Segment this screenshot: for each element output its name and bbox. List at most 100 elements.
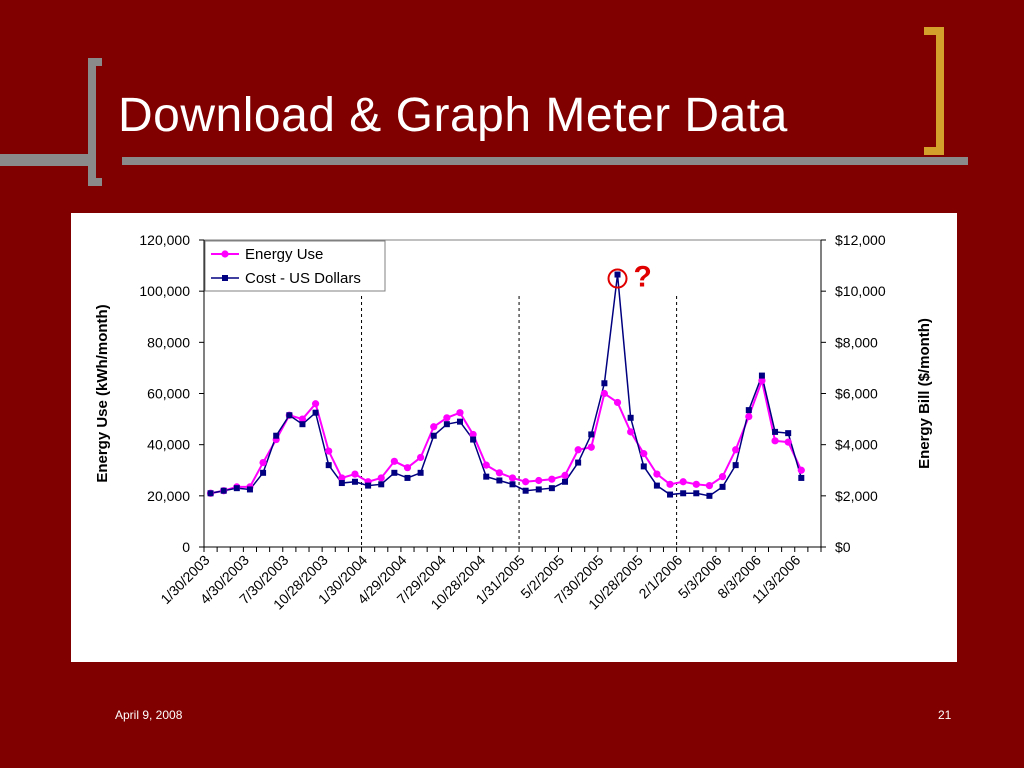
energy-use-line	[210, 377, 803, 495]
left-axis-tick-label: 40,000	[147, 437, 190, 453]
cost-point	[246, 486, 253, 493]
right-axis-tick-label: $10,000	[835, 283, 886, 299]
legend-cost-marker	[222, 275, 228, 281]
title-underline-left	[0, 154, 96, 166]
cost-point	[798, 474, 805, 481]
energy-use-point	[732, 446, 740, 454]
cost-point	[207, 490, 214, 497]
energy-use-point	[797, 466, 805, 474]
energy-use-point	[508, 474, 517, 482]
meter-data-chart: 0 20,000 40,000 60,000 80,000 100,000 120,000 $…	[94, 232, 933, 613]
cost-point	[325, 462, 332, 469]
cost-point	[667, 491, 674, 498]
energy-use-point	[298, 415, 307, 423]
cost-point	[286, 412, 293, 419]
cost-point	[732, 462, 739, 469]
cost-point	[614, 271, 621, 278]
energy-use-point	[535, 476, 543, 485]
energy-use-point	[377, 474, 385, 482]
energy-use-point	[784, 438, 792, 446]
cost-point	[535, 486, 542, 493]
energy-use-point	[718, 473, 727, 481]
cost-point	[430, 432, 437, 439]
cost-point	[562, 478, 569, 485]
energy-use-point	[587, 443, 595, 451]
cost-point	[338, 480, 345, 487]
energy-use-point	[311, 400, 320, 408]
energy-use-point	[522, 478, 530, 486]
energy-use-point	[443, 414, 451, 422]
cost-point	[220, 487, 227, 494]
energy-use-point	[482, 461, 490, 469]
right-axis-title: Energy Bill ($/month)	[916, 318, 933, 469]
energy-use-point	[771, 437, 779, 445]
cost-point	[522, 487, 529, 494]
energy-use-point	[653, 470, 661, 478]
energy-use-point	[325, 447, 333, 455]
energy-use-point	[403, 464, 412, 472]
left-axis-tick-label: 100,000	[139, 283, 190, 299]
legend-energy-use-marker	[221, 250, 229, 258]
left-axis-tick-label: 20,000	[147, 488, 190, 504]
cost-point	[745, 407, 752, 414]
cost-point	[719, 483, 726, 490]
energy-use-point	[613, 398, 622, 407]
energy-use-point	[259, 458, 267, 467]
cost-point	[417, 469, 424, 476]
energy-use-point	[692, 480, 700, 488]
left-bracket-decoration	[88, 58, 102, 186]
energy-use-point	[390, 457, 398, 465]
energy-use-point	[417, 453, 425, 462]
anomaly-question-mark: ?	[634, 261, 652, 294]
cost-point	[588, 431, 595, 438]
cost-point	[351, 478, 358, 485]
cost-point	[443, 421, 450, 428]
energy-use-point	[456, 409, 464, 417]
right-axis-tick-label: $12,000	[835, 232, 886, 248]
cost-point	[758, 372, 765, 379]
cost-point	[680, 490, 687, 497]
title-underline-right	[122, 157, 968, 165]
energy-use-point	[495, 469, 503, 477]
footer-date: April 9, 2008	[115, 708, 183, 722]
energy-use-point	[679, 478, 687, 486]
legend-energy-use-label: Energy Use	[245, 246, 323, 263]
energy-use-point	[338, 474, 346, 482]
energy-use-point	[469, 430, 477, 439]
chart-panel: 0 20,000 40,000 60,000 80,000 100,000 120,000 $…	[71, 213, 957, 662]
cost-point	[391, 469, 398, 476]
left-axis-tick-label: 80,000	[147, 334, 190, 350]
cost-point	[772, 428, 779, 435]
cost-point	[273, 432, 280, 439]
energy-use-point	[430, 423, 438, 431]
cost-point	[640, 463, 647, 470]
energy-use-point	[600, 389, 608, 398]
cost-point	[601, 380, 608, 387]
cost-point	[693, 490, 700, 497]
slide-title: Download & Graph Meter Data	[118, 89, 788, 142]
page-number: 21	[938, 708, 952, 722]
right-axis-tick-label: $6,000	[835, 386, 878, 402]
energy-use-point	[561, 471, 569, 479]
cost-point	[299, 421, 306, 428]
legend-cost-label: Cost - US Dollars	[245, 270, 361, 287]
cost-point	[653, 482, 660, 489]
cost-point	[470, 436, 477, 443]
right-axis-tick-label: $8,000	[835, 334, 878, 350]
cost-point	[785, 430, 792, 437]
cost-point	[233, 485, 240, 492]
energy-use-point	[640, 450, 648, 458]
energy-use-point	[548, 475, 556, 483]
energy-use-point	[574, 446, 582, 454]
cost-point	[365, 482, 372, 489]
cost-point	[509, 481, 516, 488]
right-axis-tick-label: $2,000	[835, 488, 878, 504]
cost-line	[210, 274, 803, 497]
left-axis-title: Energy Use (kWh/month)	[94, 304, 111, 482]
cost-point	[575, 459, 582, 466]
cost-point	[627, 414, 634, 421]
left-axis-tick-label: 0	[182, 539, 190, 555]
energy-use-point	[758, 377, 766, 385]
cost-point	[548, 485, 555, 492]
right-axis-tick-label: $4,000	[835, 437, 878, 453]
